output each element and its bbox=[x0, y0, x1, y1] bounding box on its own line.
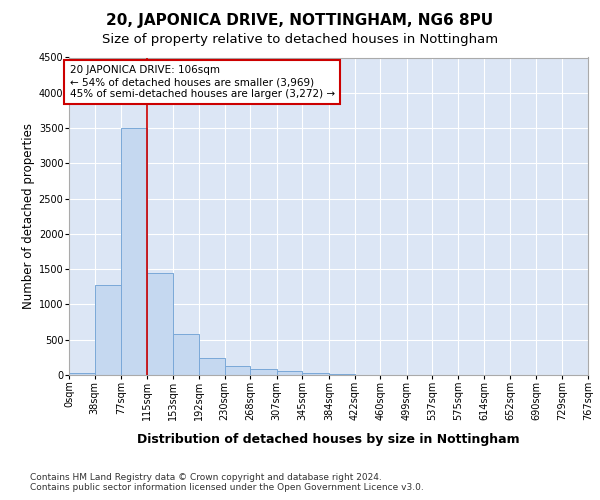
Text: Distribution of detached houses by size in Nottingham: Distribution of detached houses by size … bbox=[137, 432, 520, 446]
Bar bbox=[250, 368, 277, 375]
Bar bbox=[173, 334, 199, 375]
Bar bbox=[224, 366, 250, 375]
Bar bbox=[147, 272, 173, 375]
Text: 20 JAPONICA DRIVE: 106sqm
← 54% of detached houses are smaller (3,969)
45% of se: 20 JAPONICA DRIVE: 106sqm ← 54% of detac… bbox=[70, 66, 335, 98]
Text: Contains HM Land Registry data © Crown copyright and database right 2024.
Contai: Contains HM Land Registry data © Crown c… bbox=[30, 472, 424, 492]
Bar bbox=[329, 374, 355, 375]
Bar bbox=[277, 371, 302, 375]
Y-axis label: Number of detached properties: Number of detached properties bbox=[22, 123, 35, 309]
Bar bbox=[199, 358, 224, 375]
Bar bbox=[95, 286, 121, 375]
Text: 20, JAPONICA DRIVE, NOTTINGHAM, NG6 8PU: 20, JAPONICA DRIVE, NOTTINGHAM, NG6 8PU bbox=[106, 12, 494, 28]
Bar bbox=[121, 128, 147, 375]
Bar bbox=[302, 373, 329, 375]
Text: Size of property relative to detached houses in Nottingham: Size of property relative to detached ho… bbox=[102, 32, 498, 46]
Bar bbox=[69, 373, 95, 375]
